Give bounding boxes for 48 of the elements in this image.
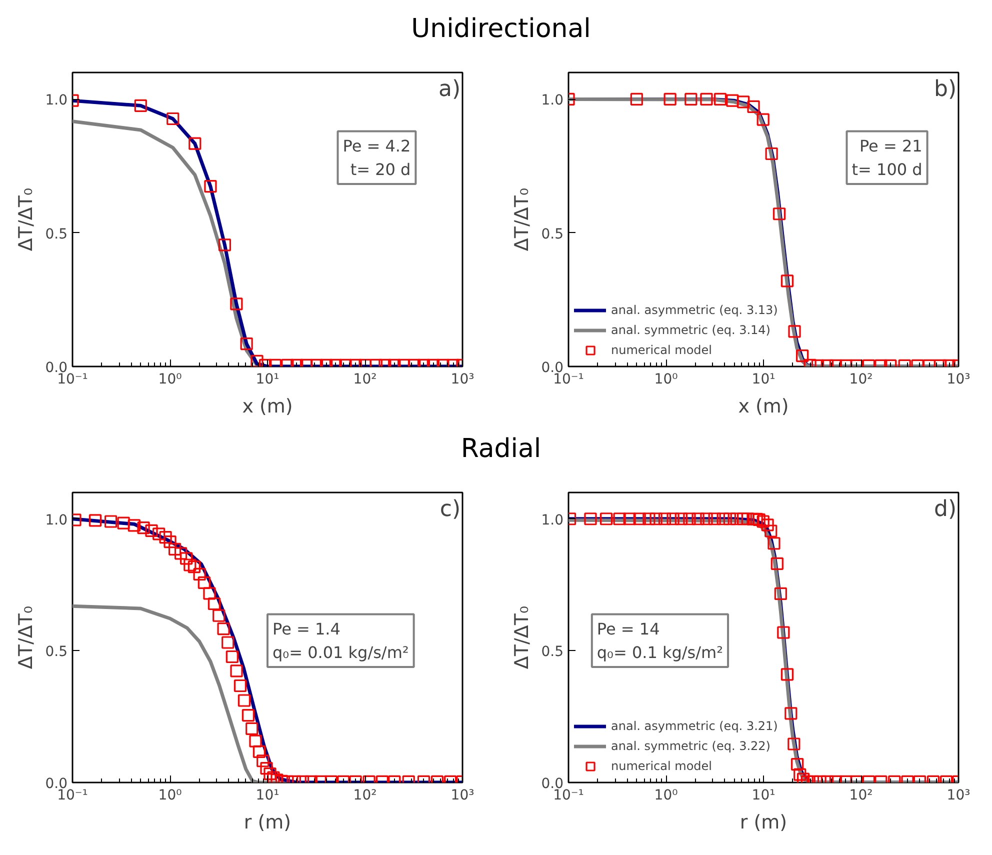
y-axis-title: ΔT/ΔT₀ — [15, 606, 38, 670]
legend-label: anal. symmetric (eq. 3.22) — [611, 739, 770, 753]
y-axis-title: ΔT/ΔT₀ — [15, 188, 38, 252]
chart-title: Unidirectional — [411, 13, 591, 46]
y-tick-label: 0.5 — [45, 226, 68, 242]
y-tick-label: 1.0 — [45, 512, 68, 528]
x-tick-label: 10³ — [946, 372, 970, 388]
x-tick-label: 10² — [849, 788, 873, 804]
x-tick-label: 10³ — [946, 788, 970, 804]
annotation: b) — [934, 76, 957, 102]
y-tick-label: 1.0 — [45, 92, 68, 109]
x-tick-label: 10² — [353, 788, 377, 804]
x-axis-title: r (m) — [244, 812, 292, 834]
legend-label: anal. asymmetric (eq. 3.13) — [611, 303, 778, 317]
legend-label: anal. asymmetric (eq. 3.21) — [611, 719, 778, 733]
annotation: d) — [934, 496, 957, 522]
x-axis-title: x (m) — [738, 396, 789, 418]
x-tick-label: 10³ — [450, 372, 474, 388]
annotation: Pe = 4.2 t= 20 d — [342, 136, 411, 180]
annotation: Pe = 14 q₀= 0.1 kg/s/m² — [596, 619, 724, 662]
legend-label: numerical model — [611, 759, 712, 773]
x-axis-title: r (m) — [740, 812, 788, 834]
x-tick-label: 10⁰ — [654, 372, 678, 388]
x-tick-label: 10¹ — [752, 788, 776, 804]
annotation: a) — [438, 76, 461, 102]
x-tick-label: 10⁰ — [158, 372, 182, 388]
x-tick-label: 10² — [353, 372, 377, 388]
legend-label: numerical model — [611, 343, 712, 357]
y-tick-label: 1.0 — [541, 512, 564, 528]
annotation: Pe = 1.4 q₀= 0.01 kg/s/m² — [272, 619, 409, 662]
x-tick-label: 10² — [849, 372, 873, 388]
x-tick-label: 10⁰ — [158, 788, 182, 804]
x-tick-label: 10¹ — [752, 372, 776, 388]
annotation: Pe = 21 t= 100 d — [852, 136, 922, 180]
x-tick-label: 10⁰ — [654, 788, 678, 804]
x-tick-label: 10³ — [450, 788, 474, 804]
x-axis-title: x (m) — [242, 396, 293, 418]
x-tick-label: 10¹ — [256, 788, 280, 804]
annotation: c) — [440, 496, 461, 522]
y-axis-title: ΔT/ΔT₀ — [511, 188, 534, 252]
y-tick-label: 0.5 — [541, 226, 564, 242]
x-tick-label: 10¹ — [256, 372, 280, 388]
y-axis-title: ΔT/ΔT₀ — [511, 606, 534, 670]
y-tick-label: 0.5 — [45, 644, 68, 660]
legend-label: anal. symmetric (eq. 3.14) — [611, 323, 770, 337]
y-tick-label: 0.5 — [541, 644, 564, 660]
y-tick-label: 1.0 — [541, 92, 564, 109]
chart-title: Radial — [460, 433, 542, 466]
